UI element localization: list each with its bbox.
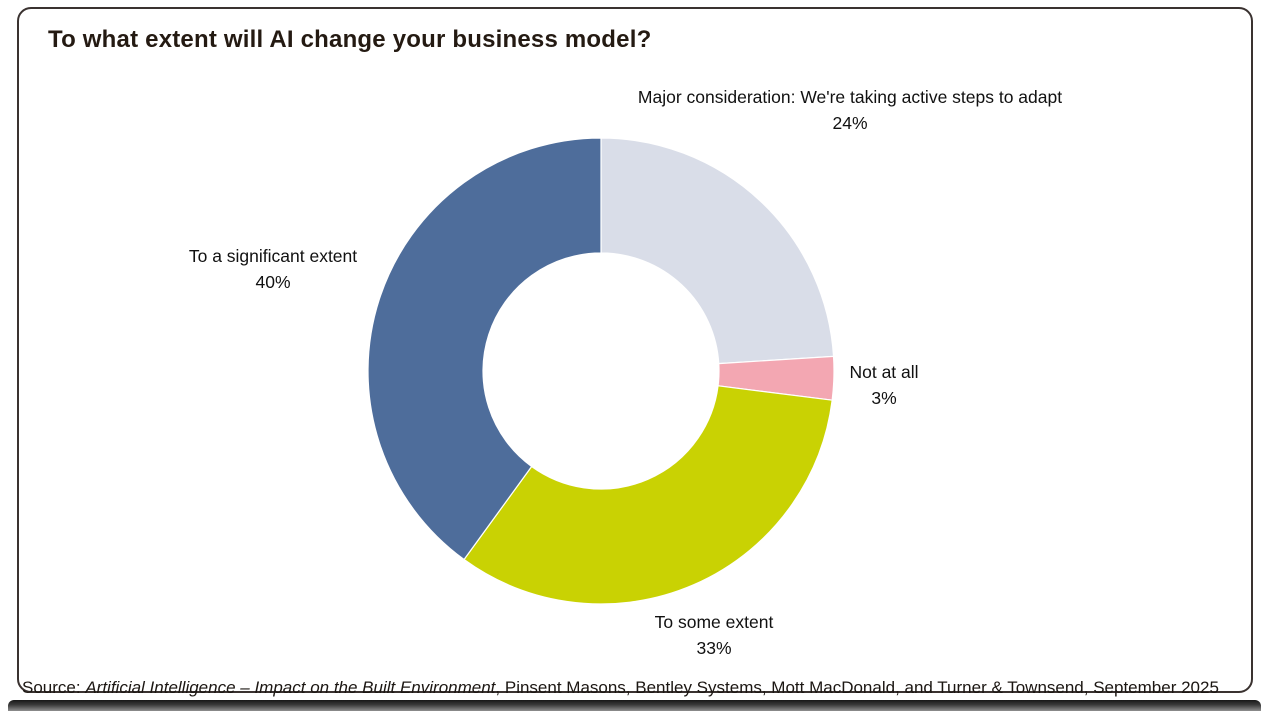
slice-label-text: Not at all	[849, 362, 919, 382]
slice-percent: 33%	[696, 638, 732, 658]
slice-percent: 3%	[871, 388, 897, 408]
slice-percent: 24%	[832, 113, 868, 133]
donut-slice	[600, 137, 835, 365]
donut-slices	[367, 137, 835, 605]
slice-label-text: To some extent	[654, 612, 774, 632]
slice-percent: 40%	[255, 272, 291, 292]
slice-label-not-at-all: Not at all 3%	[784, 359, 984, 411]
donut-slice	[463, 385, 833, 605]
slice-label-major-consideration: Major consideration: We're taking active…	[550, 84, 1150, 136]
chart-title: To what extent will AI change your busin…	[48, 26, 652, 53]
slice-label-text: Major consideration: We're taking active…	[637, 87, 1063, 107]
bottom-strip	[8, 700, 1261, 711]
source-report-title: Artificial Intelligence – Impact on the …	[85, 678, 496, 697]
slice-label-text: To a significant extent	[188, 246, 358, 266]
source-line: Source: Artificial Intelligence – Impact…	[22, 678, 1252, 698]
slice-label-to-some-extent: To some extent 33%	[564, 609, 864, 661]
donut-slice	[367, 137, 602, 561]
slice-label-to-a-significant-extent: To a significant extent 40%	[123, 243, 423, 295]
source-rest: , Pinsent Masons, Bentley Systems, Mott …	[495, 678, 1219, 697]
source-prefix: Source:	[22, 678, 86, 697]
